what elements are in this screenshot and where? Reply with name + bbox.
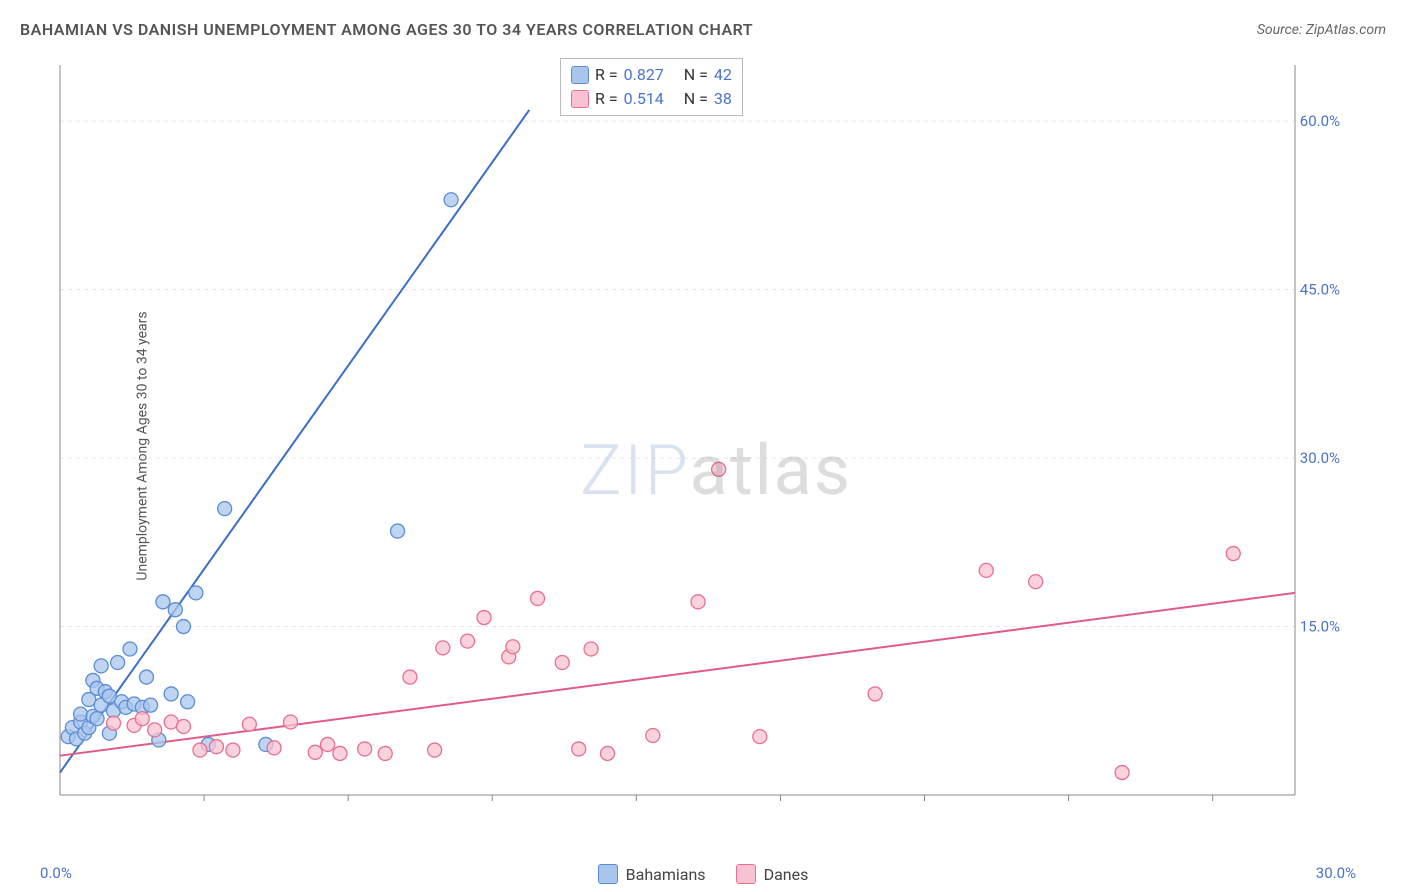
stats-swatch-1 — [571, 66, 589, 84]
legend: Bahamians Danes — [0, 864, 1406, 884]
chart-title: BAHAMIAN VS DANISH UNEMPLOYMENT AMONG AG… — [20, 20, 753, 39]
chart-source: Source: ZipAtlas.com — [1257, 22, 1386, 38]
stats-row-2: R = 0.514 N = 38 — [571, 87, 732, 111]
legend-swatch-danes — [736, 864, 756, 884]
x-axis-max-label: 30.0% — [1316, 864, 1356, 882]
legend-item-danes: Danes — [736, 864, 809, 884]
chart-header: BAHAMIAN VS DANISH UNEMPLOYMENT AMONG AG… — [20, 20, 1386, 39]
x-axis-min-label: 0.0% — [40, 864, 72, 882]
chart-svg: 15.0% 30.0% 45.0% 60.0% — [50, 55, 1350, 815]
stats-swatch-2 — [571, 90, 589, 108]
svg-text:30.0%: 30.0% — [1300, 449, 1340, 467]
svg-text:45.0%: 45.0% — [1300, 281, 1340, 299]
legend-item-bahamians: Bahamians — [598, 864, 706, 884]
legend-label-bahamians: Bahamians — [626, 865, 706, 884]
stats-r-label-2: R = — [595, 87, 618, 111]
legend-label-danes: Danes — [764, 865, 809, 884]
svg-text:15.0%: 15.0% — [1300, 618, 1340, 636]
stats-box: R = 0.827 N = 42 R = 0.514 N = 38 — [560, 58, 743, 116]
stats-n-label-2: N = — [684, 87, 708, 111]
stats-row-1: R = 0.827 N = 42 — [571, 63, 732, 87]
stats-n-val-1: 42 — [714, 63, 732, 87]
stats-n-label-1: N = — [684, 63, 708, 87]
svg-text:60.0%: 60.0% — [1300, 112, 1340, 130]
legend-swatch-bahamians — [598, 864, 618, 884]
stats-r-val-1: 0.827 — [624, 63, 664, 87]
stats-r-label-1: R = — [595, 63, 618, 87]
plot-area: 15.0% 30.0% 45.0% 60.0% — [50, 55, 1350, 815]
stats-r-val-2: 0.514 — [624, 87, 664, 111]
stats-n-val-2: 38 — [714, 87, 732, 111]
